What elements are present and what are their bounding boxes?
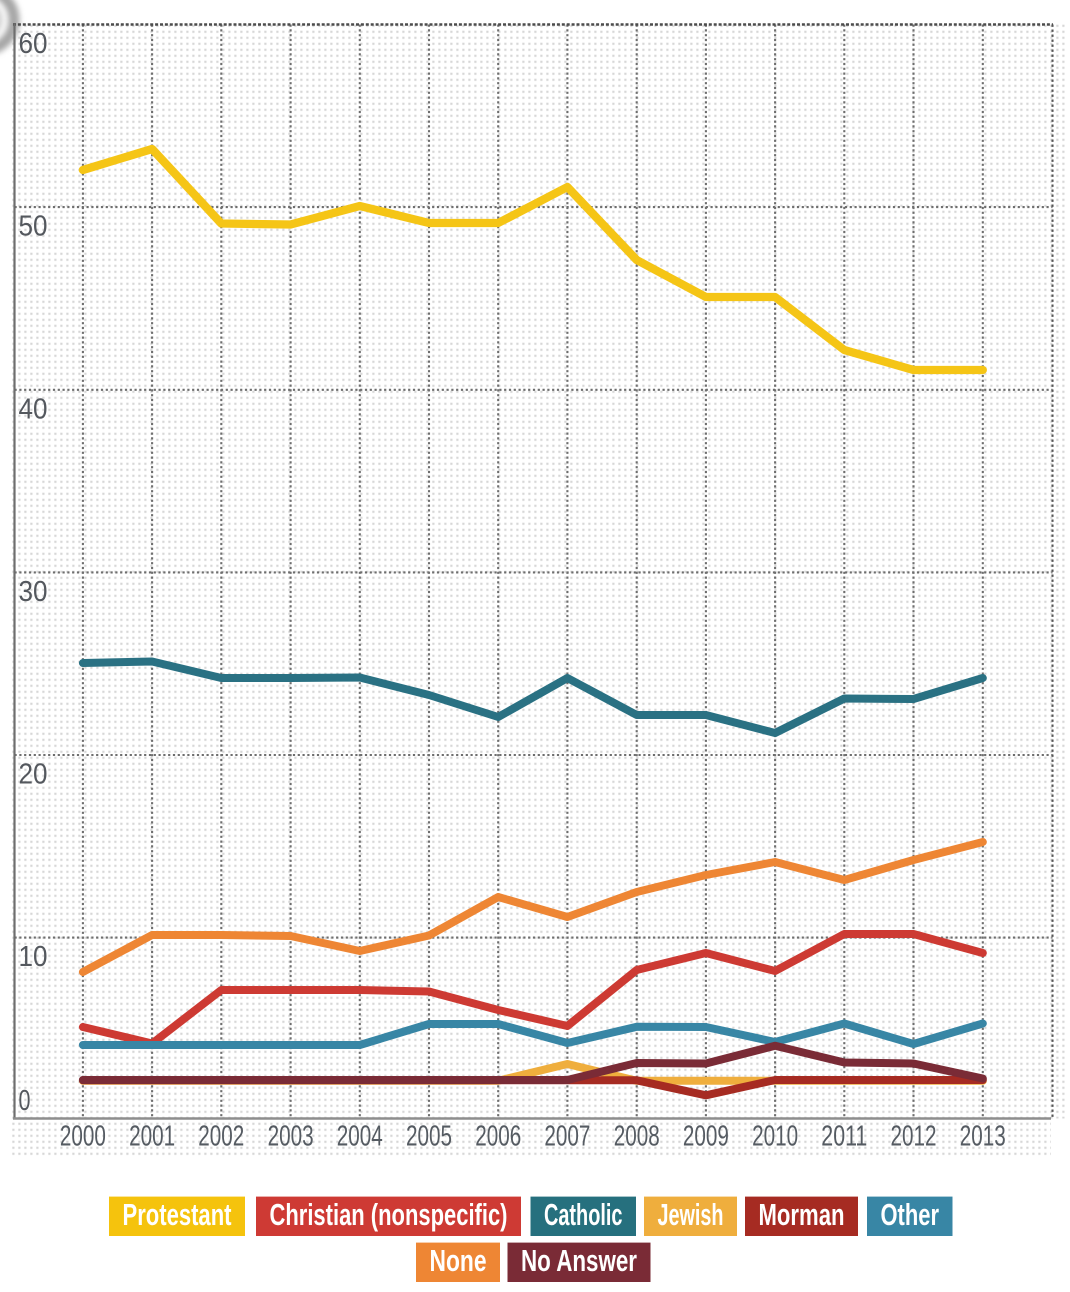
svg-text:2012: 2012 bbox=[891, 1120, 937, 1152]
svg-text:Protestant: Protestant bbox=[123, 1198, 232, 1232]
svg-text:Morman: Morman bbox=[759, 1198, 845, 1232]
svg-text:Other: Other bbox=[881, 1198, 940, 1232]
svg-text:60: 60 bbox=[19, 28, 48, 60]
svg-text:40: 40 bbox=[19, 393, 48, 425]
svg-text:No Answer: No Answer bbox=[521, 1244, 637, 1278]
svg-text:None: None bbox=[430, 1244, 487, 1278]
svg-text:0: 0 bbox=[19, 1085, 31, 1117]
svg-text:20: 20 bbox=[19, 759, 48, 791]
svg-text:Catholic: Catholic bbox=[544, 1198, 623, 1232]
svg-text:2008: 2008 bbox=[614, 1120, 660, 1152]
svg-text:2003: 2003 bbox=[268, 1120, 314, 1152]
svg-text:2013: 2013 bbox=[960, 1120, 1006, 1152]
svg-text:Jewish: Jewish bbox=[658, 1198, 724, 1232]
svg-text:2001: 2001 bbox=[129, 1120, 175, 1152]
svg-text:2006: 2006 bbox=[475, 1120, 521, 1152]
svg-text:2010: 2010 bbox=[752, 1120, 798, 1152]
svg-text:10: 10 bbox=[19, 941, 48, 973]
svg-text:Christian (nonspecific): Christian (nonspecific) bbox=[270, 1198, 508, 1232]
svg-text:50: 50 bbox=[19, 211, 48, 243]
svg-text:2004: 2004 bbox=[337, 1120, 383, 1152]
svg-text:2007: 2007 bbox=[544, 1120, 590, 1152]
svg-text:2011: 2011 bbox=[821, 1120, 867, 1152]
svg-text:2000: 2000 bbox=[60, 1120, 106, 1152]
svg-text:30: 30 bbox=[19, 576, 48, 608]
svg-text:2009: 2009 bbox=[683, 1120, 729, 1152]
svg-text:2005: 2005 bbox=[406, 1120, 452, 1152]
svg-text:2002: 2002 bbox=[198, 1120, 244, 1152]
